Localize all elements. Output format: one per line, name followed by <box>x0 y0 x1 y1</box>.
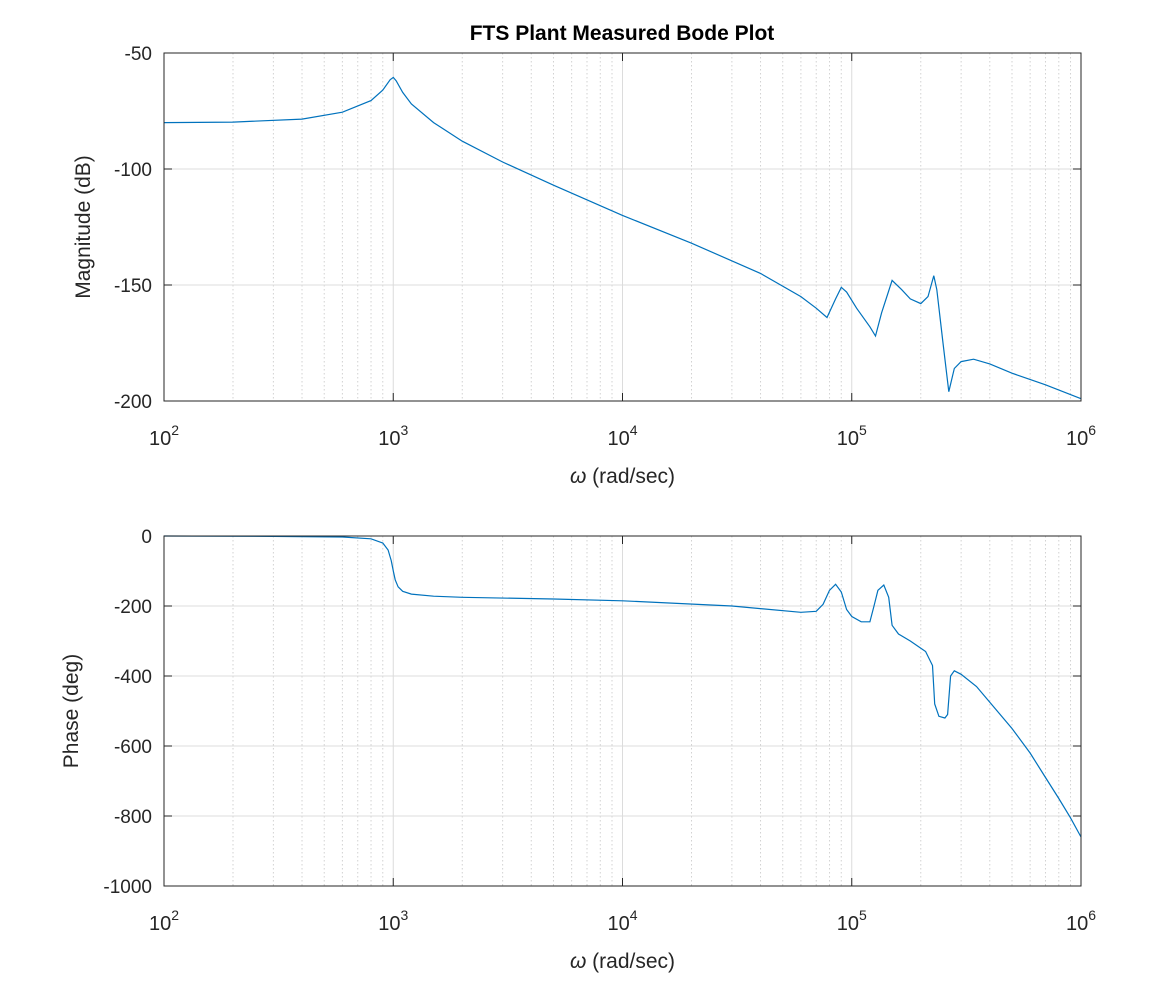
y-tick-label: -400 <box>114 667 152 688</box>
y-tick-label: -100 <box>114 160 152 181</box>
chart-title: FTS Plant Measured Bode Plot <box>470 22 775 45</box>
magnitude-plot: 102 103 104 105 106 -50 -100 -150 -200 ω (rad/sec… <box>72 44 1096 488</box>
y-tick-label: -600 <box>114 737 152 758</box>
y-axis-label: Phase (deg) <box>60 654 83 768</box>
x-axis-label: ω (rad/sec) <box>570 465 675 488</box>
series-line <box>163 535 1082 838</box>
x-tick-label: 103 <box>378 422 408 450</box>
x-tick-label: 105 <box>837 422 867 450</box>
y-tick-label: -200 <box>114 392 152 413</box>
phase-plot: 102 103 104 105 106 0 -200 -400 -600 -800 -1000 ω (… <box>60 527 1096 973</box>
x-tick-label: 106 <box>1066 907 1096 935</box>
x-tick-label: 106 <box>1066 422 1096 450</box>
x-tick-label: 102 <box>149 422 179 450</box>
x-axis-label: ω (rad/sec) <box>570 950 675 973</box>
y-tick-label: -1000 <box>103 877 152 898</box>
y-tick-label: -50 <box>125 44 152 65</box>
x-tick-label: 102 <box>149 907 179 935</box>
y-tick-label: 0 <box>141 527 152 548</box>
y-tick-label: -200 <box>114 597 152 618</box>
x-tick-label: 104 <box>607 907 637 935</box>
x-tick-label: 105 <box>837 907 867 935</box>
series-line <box>163 76 1082 400</box>
y-tick-label: -800 <box>114 807 152 828</box>
x-tick-label: 103 <box>378 907 408 935</box>
x-tick-label: 104 <box>607 422 637 450</box>
y-axis-label: Magnitude (dB) <box>72 155 95 299</box>
y-tick-label: -150 <box>114 276 152 297</box>
